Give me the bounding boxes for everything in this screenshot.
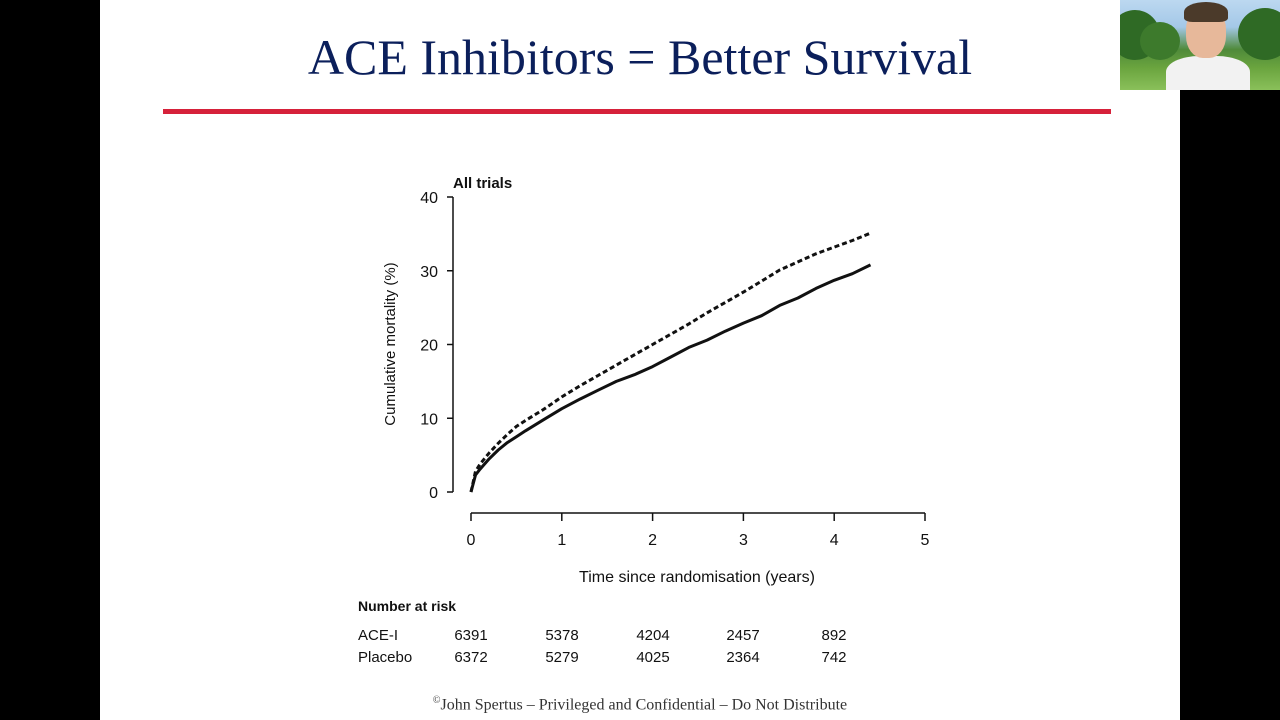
tree-shape — [1238, 8, 1280, 60]
risk-value: 5279 — [545, 649, 578, 666]
risk-value: 742 — [821, 649, 846, 666]
copyright-mark: © — [432, 695, 441, 706]
survival-chart: 0 10 20 30 40 0 1 2 3 4 5 All trials Cumulative mo… — [358, 175, 930, 666]
tree-shape — [1140, 22, 1180, 60]
risk-value: 5378 — [545, 627, 578, 644]
risk-table-header: Number at risk — [358, 598, 456, 614]
risk-value: 4025 — [636, 649, 669, 666]
x-tick-label: 2 — [648, 532, 657, 549]
footer-text: John Spertus – Privileged and Confidenti… — [440, 696, 848, 714]
x-tick-label: 4 — [830, 532, 839, 549]
title-divider — [163, 109, 1111, 114]
x-tick-label: 5 — [921, 532, 930, 549]
presenter-hair — [1184, 2, 1228, 22]
y-tick-label: 30 — [420, 264, 438, 281]
risk-value: 2457 — [726, 627, 759, 644]
slide-footer: ©John Spertus – Privileged and Confident… — [100, 695, 1180, 714]
risk-row-label: Placebo — [358, 649, 412, 666]
y-tick-label: 10 — [420, 411, 438, 428]
risk-value: 6391 — [454, 627, 487, 644]
slide-title: ACE Inhibitors = Better Survival — [307, 29, 973, 85]
series-layer — [469, 231, 872, 493]
x-tick-label: 3 — [739, 532, 748, 549]
risk-value: 4204 — [636, 627, 669, 644]
x-tick-label: 1 — [557, 532, 566, 549]
series-line-ace-i — [469, 263, 872, 493]
axes-layer — [452, 197, 925, 514]
risk-value: 6372 — [454, 649, 487, 666]
y-tick-label: 40 — [420, 190, 438, 207]
chart-title: All trials — [453, 175, 512, 192]
y-tick-label: 0 — [429, 485, 438, 502]
webcam-video — [1120, 0, 1280, 90]
y-axis-label: Cumulative mortality (%) — [382, 262, 399, 425]
risk-row-label: ACE-I — [358, 627, 398, 644]
slide: ACE Inhibitors = Better Survival 0 10 20 30… — [100, 0, 1180, 720]
series-line-placebo — [469, 231, 872, 493]
risk-table: ACE-I 6391 5378 4204 2457 892 Placebo 6372 5279 4… — [358, 627, 847, 666]
x-axis-label: Time since randomisation (years) — [579, 569, 815, 586]
x-tick-label: 0 — [467, 532, 476, 549]
risk-value: 892 — [821, 627, 846, 644]
y-tick-label: 20 — [420, 338, 438, 355]
risk-value: 2364 — [726, 649, 759, 666]
presenter-body — [1166, 56, 1250, 90]
ticks-layer: 0 10 20 30 40 0 1 2 3 4 5 — [420, 190, 929, 549]
